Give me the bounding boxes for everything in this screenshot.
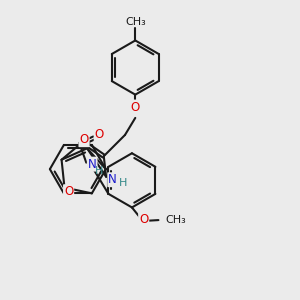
Text: O: O bbox=[64, 185, 73, 198]
Text: N: N bbox=[88, 158, 97, 171]
Text: O: O bbox=[131, 100, 140, 113]
Text: O: O bbox=[80, 133, 89, 146]
Text: O: O bbox=[94, 128, 104, 141]
Text: CH₃: CH₃ bbox=[125, 17, 146, 27]
Text: O: O bbox=[139, 213, 148, 226]
Text: CH₃: CH₃ bbox=[165, 215, 186, 225]
Text: H: H bbox=[94, 166, 103, 176]
Text: H: H bbox=[119, 178, 128, 188]
Text: N: N bbox=[108, 173, 117, 186]
